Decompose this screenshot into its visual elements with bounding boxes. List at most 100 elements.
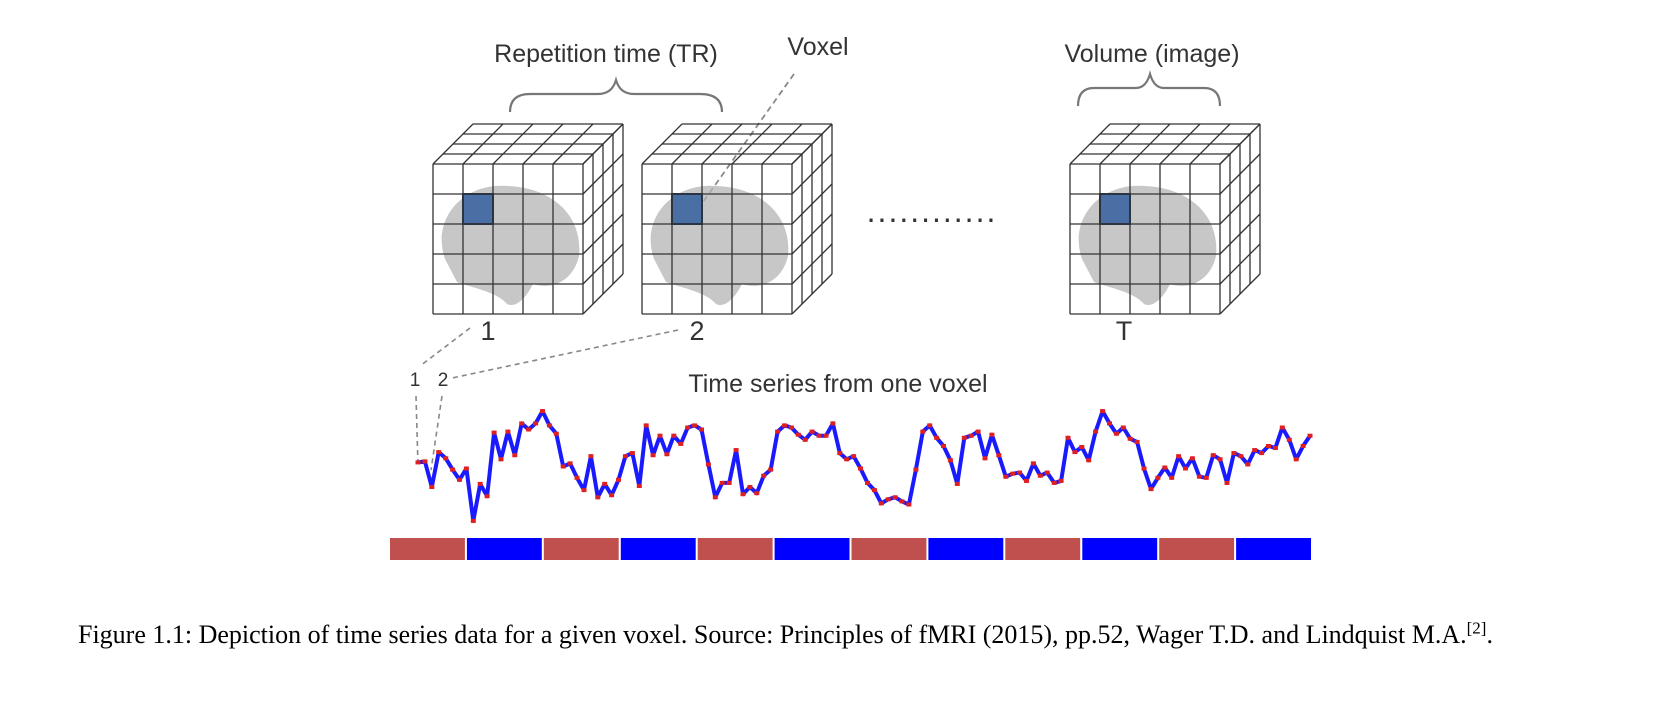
time-series-point — [878, 501, 884, 506]
stimulus-block-condition-b — [928, 538, 1004, 560]
stimulus-block-condition-a — [851, 538, 927, 560]
time-series-point — [1279, 425, 1285, 430]
time-series-point — [629, 451, 635, 456]
time-series-point — [1169, 475, 1175, 480]
volume-cube-3 — [1069, 123, 1261, 315]
time-series-point — [1072, 450, 1078, 455]
connector-1-lower — [415, 395, 419, 467]
time-series-point — [512, 453, 518, 458]
time-series-point — [533, 421, 539, 426]
time-series-point — [892, 495, 898, 500]
volume-index-2: 2 — [689, 316, 704, 346]
time-series-point — [560, 464, 566, 469]
time-series-point — [643, 423, 649, 428]
time-series-point — [782, 423, 787, 428]
time-series-point — [692, 423, 698, 428]
volume-cube-1 — [432, 123, 624, 315]
time-series-point — [581, 488, 587, 493]
volume-cubes — [432, 123, 1261, 315]
time-series-point — [768, 467, 774, 472]
time-series-point — [816, 433, 822, 438]
time-series-point — [622, 454, 628, 459]
stimulus-block-condition-a — [543, 538, 619, 560]
time-series-point — [1189, 456, 1195, 461]
time-series-point — [1176, 454, 1182, 459]
caption-reference: [2] — [1466, 618, 1487, 638]
time-series-point — [450, 467, 456, 472]
time-series-point — [1044, 470, 1050, 475]
time-series-point — [1217, 457, 1223, 462]
time-series-point — [595, 495, 601, 500]
time-series-point — [1107, 421, 1112, 426]
time-series-point — [795, 432, 801, 437]
stimulus-block-condition-a — [1005, 538, 1081, 560]
time-series-point — [470, 518, 476, 523]
time-series-point — [975, 429, 981, 434]
volume-ellipsis: ............ — [867, 193, 998, 229]
time-series-point — [941, 444, 946, 448]
time-series-point — [422, 459, 428, 464]
time-series-point — [844, 457, 850, 462]
time-series-point — [685, 425, 691, 430]
connector-1-upper — [419, 327, 471, 367]
stimulus-block-condition-b — [1082, 538, 1158, 560]
time-series-point — [477, 481, 483, 486]
time-series-point — [920, 429, 926, 434]
time-series-point — [747, 485, 753, 489]
stimulus-block-condition-b — [620, 538, 696, 560]
time-series-title: Time series from one voxel — [688, 370, 987, 398]
time-series-point — [1141, 466, 1147, 471]
time-series-point — [1003, 474, 1009, 479]
time-series-point — [809, 429, 815, 434]
figure-caption: Figure 1.1: Depiction of time series dat… — [78, 618, 1630, 651]
time-series-point — [1210, 453, 1216, 458]
time-series-point — [415, 460, 421, 465]
time-series-point — [1037, 473, 1043, 478]
time-series-point — [885, 497, 891, 502]
time-series-point — [823, 433, 829, 438]
repetition-time-brace — [508, 76, 724, 113]
time-series-point — [871, 488, 877, 493]
time-series-point — [1093, 429, 1099, 434]
time-series-point — [567, 461, 573, 466]
time-series-point — [913, 467, 919, 472]
time-series-point — [802, 437, 808, 442]
time-series-point — [996, 453, 1002, 458]
time-series-point — [761, 473, 767, 478]
time-series-point — [961, 435, 967, 440]
stimulus-block-condition-b — [466, 538, 542, 560]
time-series-point — [865, 480, 870, 485]
volume-brace — [1076, 70, 1222, 107]
time-series-point — [574, 475, 580, 480]
time-series-point — [1100, 409, 1106, 414]
time-series-point — [609, 493, 615, 498]
connector-2-lower — [430, 395, 443, 471]
stimulus-block-bar — [390, 538, 1311, 560]
time-series-point — [636, 484, 642, 488]
time-series-point — [906, 502, 912, 507]
volume-cube-2 — [641, 123, 833, 315]
time-series-point — [1051, 480, 1057, 485]
time-series-point — [1127, 436, 1133, 441]
time-series-point — [657, 433, 663, 438]
time-series-point — [754, 491, 760, 496]
time-series-point — [1231, 451, 1237, 456]
highlighted-voxel — [671, 193, 703, 225]
time-series-point — [1148, 487, 1154, 492]
time-series-point — [1224, 480, 1230, 485]
volume-label: Volume (image) — [1064, 40, 1239, 68]
time-series-point — [498, 457, 504, 462]
time-series-point — [830, 421, 836, 426]
voxel-time-series — [415, 409, 1313, 523]
time-series-point — [505, 429, 511, 434]
time-series-point — [519, 421, 525, 426]
time-series-point — [436, 450, 442, 455]
time-series-point — [443, 456, 449, 461]
time-series-point — [678, 441, 684, 446]
caption-text: Figure 1.1: Depiction of time series dat… — [78, 620, 1467, 649]
time-series-point — [491, 430, 497, 435]
time-series-point — [526, 427, 532, 432]
stimulus-block-condition-a — [697, 538, 773, 560]
time-series-point — [837, 451, 843, 456]
time-series-point — [1307, 433, 1313, 438]
